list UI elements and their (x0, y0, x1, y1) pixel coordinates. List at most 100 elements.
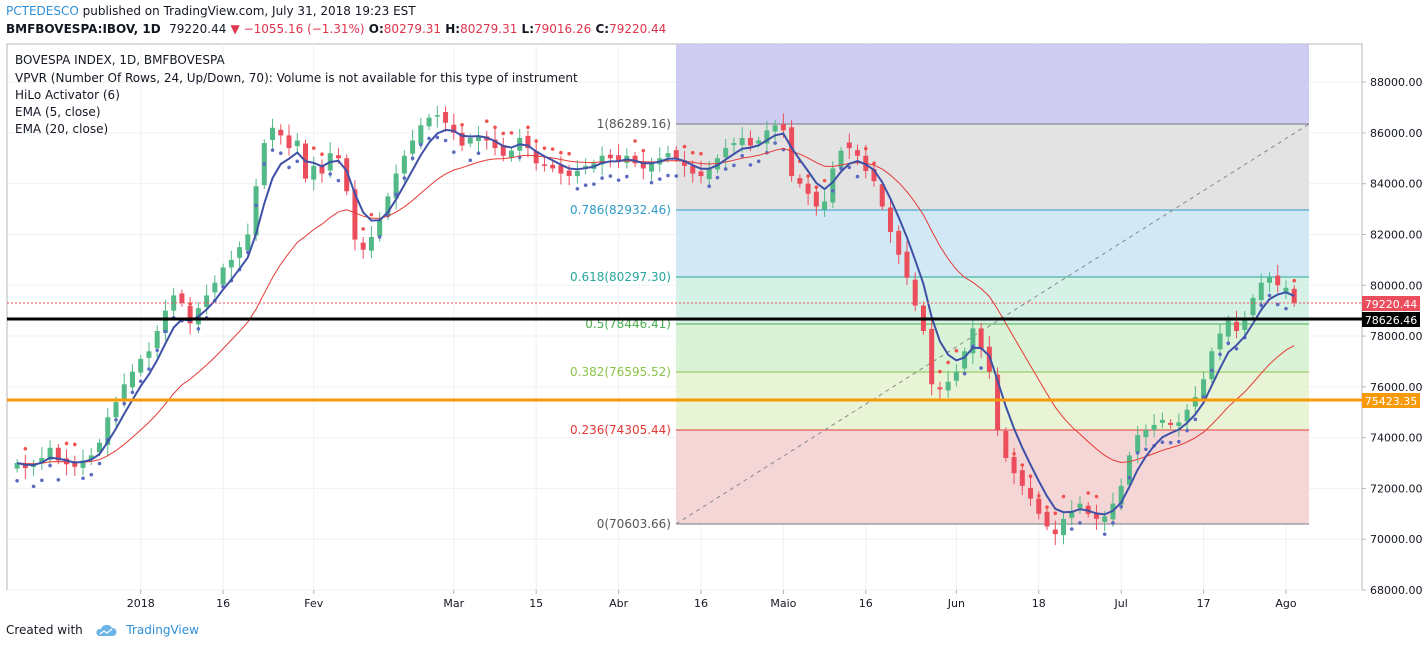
candle-body (838, 150, 844, 168)
candle-body (1192, 396, 1198, 407)
author-link[interactable]: PCTEDESCO (6, 4, 79, 18)
hilo-dot (756, 159, 761, 164)
hilo-dot (476, 151, 481, 155)
candle-body (1291, 288, 1297, 304)
hilo-dot (460, 122, 464, 127)
hilo-dot (1226, 341, 1231, 345)
candle-body (121, 384, 127, 401)
tradingview-cloud-icon[interactable] (95, 624, 117, 637)
hilo-dot (122, 401, 127, 406)
hilo-dot (896, 230, 901, 235)
hilo-dot (64, 441, 69, 446)
candle-body (162, 310, 168, 333)
hilo-dot (938, 369, 942, 374)
candle-body (1168, 422, 1174, 425)
candle-body (1069, 511, 1075, 518)
hilo-dot (1234, 346, 1239, 351)
candle-body (129, 371, 135, 388)
hilo-dot (484, 119, 489, 124)
candle-body (822, 201, 828, 210)
candle-body (1102, 516, 1108, 522)
candle-body (55, 447, 61, 461)
y-tick-label: 88000.00 (1370, 76, 1423, 89)
hilo-dot (995, 405, 1000, 410)
candle-body (1184, 409, 1190, 422)
hilo-dot (707, 184, 712, 189)
hilo-dot (31, 484, 36, 489)
candle-body (237, 247, 243, 258)
close-value: 79220.44 (609, 22, 667, 36)
candle-body (830, 168, 836, 203)
hilo-dot (262, 162, 267, 166)
candle-body (426, 117, 432, 127)
candle-body (986, 346, 992, 372)
candle-body (418, 125, 424, 144)
candle-body (937, 387, 943, 390)
hilo-dot (1144, 447, 1148, 452)
candle-body (1283, 287, 1289, 294)
hilo-dot (1119, 504, 1123, 509)
candle-body (245, 234, 251, 251)
hilo-dot (1168, 440, 1173, 445)
hilo-dot (377, 235, 382, 239)
hilo-dot (1292, 278, 1297, 283)
candle-body (393, 173, 399, 199)
candle-body (1044, 511, 1050, 527)
hilo-dot (1004, 438, 1008, 442)
y-tick-label: 86000.00 (1370, 127, 1423, 140)
candle-body (97, 442, 103, 453)
hilo-dot (1086, 491, 1091, 495)
candle-body (451, 124, 457, 133)
hilo-dot (320, 152, 324, 157)
hilo-dot (699, 151, 703, 156)
hilo-dot (954, 348, 959, 353)
x-tick-label: 16 (216, 597, 230, 610)
candle-body (698, 171, 704, 177)
candle-body (706, 168, 712, 180)
hilo-dot (435, 135, 440, 140)
candle-body (459, 132, 465, 146)
candle-body (887, 207, 893, 232)
hilo-dot (1102, 532, 1107, 536)
fib-label-0618: 0.618(80297.30) (570, 270, 671, 284)
hilo-dot (97, 461, 102, 466)
fib-retracement[interactable]: 1(86289.16) 0.786(82932.46) 0.618(80297.… (570, 44, 1310, 531)
hilo-dot (163, 329, 168, 334)
hilo-dot (1218, 352, 1222, 357)
candle-body (904, 251, 910, 278)
hilo-dot (311, 146, 316, 150)
hilo-dot (559, 150, 563, 155)
hilo-dot (625, 174, 629, 179)
hilo-dot (740, 153, 744, 158)
y-tick-label: 76000.00 (1370, 381, 1423, 394)
candle-body (80, 460, 86, 468)
candle-body (1028, 487, 1034, 499)
hilo-dot (72, 442, 77, 447)
hilo-dot (682, 144, 687, 149)
x-tick-label: Abr (609, 597, 629, 610)
candle-body (566, 170, 572, 177)
candle-body (39, 457, 45, 463)
hilo-dot (1127, 475, 1132, 480)
last-price: 79220.44 (169, 22, 227, 36)
candle-body (797, 178, 803, 184)
y-tick-label: 74000.00 (1370, 432, 1423, 445)
published-text: published on TradingView.com, July 31, 2… (82, 4, 416, 18)
x-tick-label: 16 (859, 597, 873, 610)
open-value: 80279.31 (383, 22, 442, 36)
hilo-activator (15, 119, 1297, 536)
legend-title: BOVESPA INDEX, 1D, BMFBOVESPA (15, 53, 225, 67)
x-tick-label: 16 (694, 597, 708, 610)
x-axis: 2018 16 Fev Mar 15 Abr 16 Maio 16 Jun 18 Jul 17 Ago (127, 590, 1297, 610)
candle-body (377, 219, 383, 236)
hilo-dot (1135, 451, 1140, 455)
candle-body (962, 351, 968, 369)
candle-body (756, 140, 762, 144)
hilo-dot (361, 227, 365, 231)
hilo-dot (715, 175, 720, 180)
tradingview-link[interactable]: TradingView (126, 623, 199, 637)
candle-body (1234, 321, 1240, 331)
fib-label-0236: 0.236(74305.44) (570, 423, 671, 437)
high-label: H: (445, 22, 461, 36)
